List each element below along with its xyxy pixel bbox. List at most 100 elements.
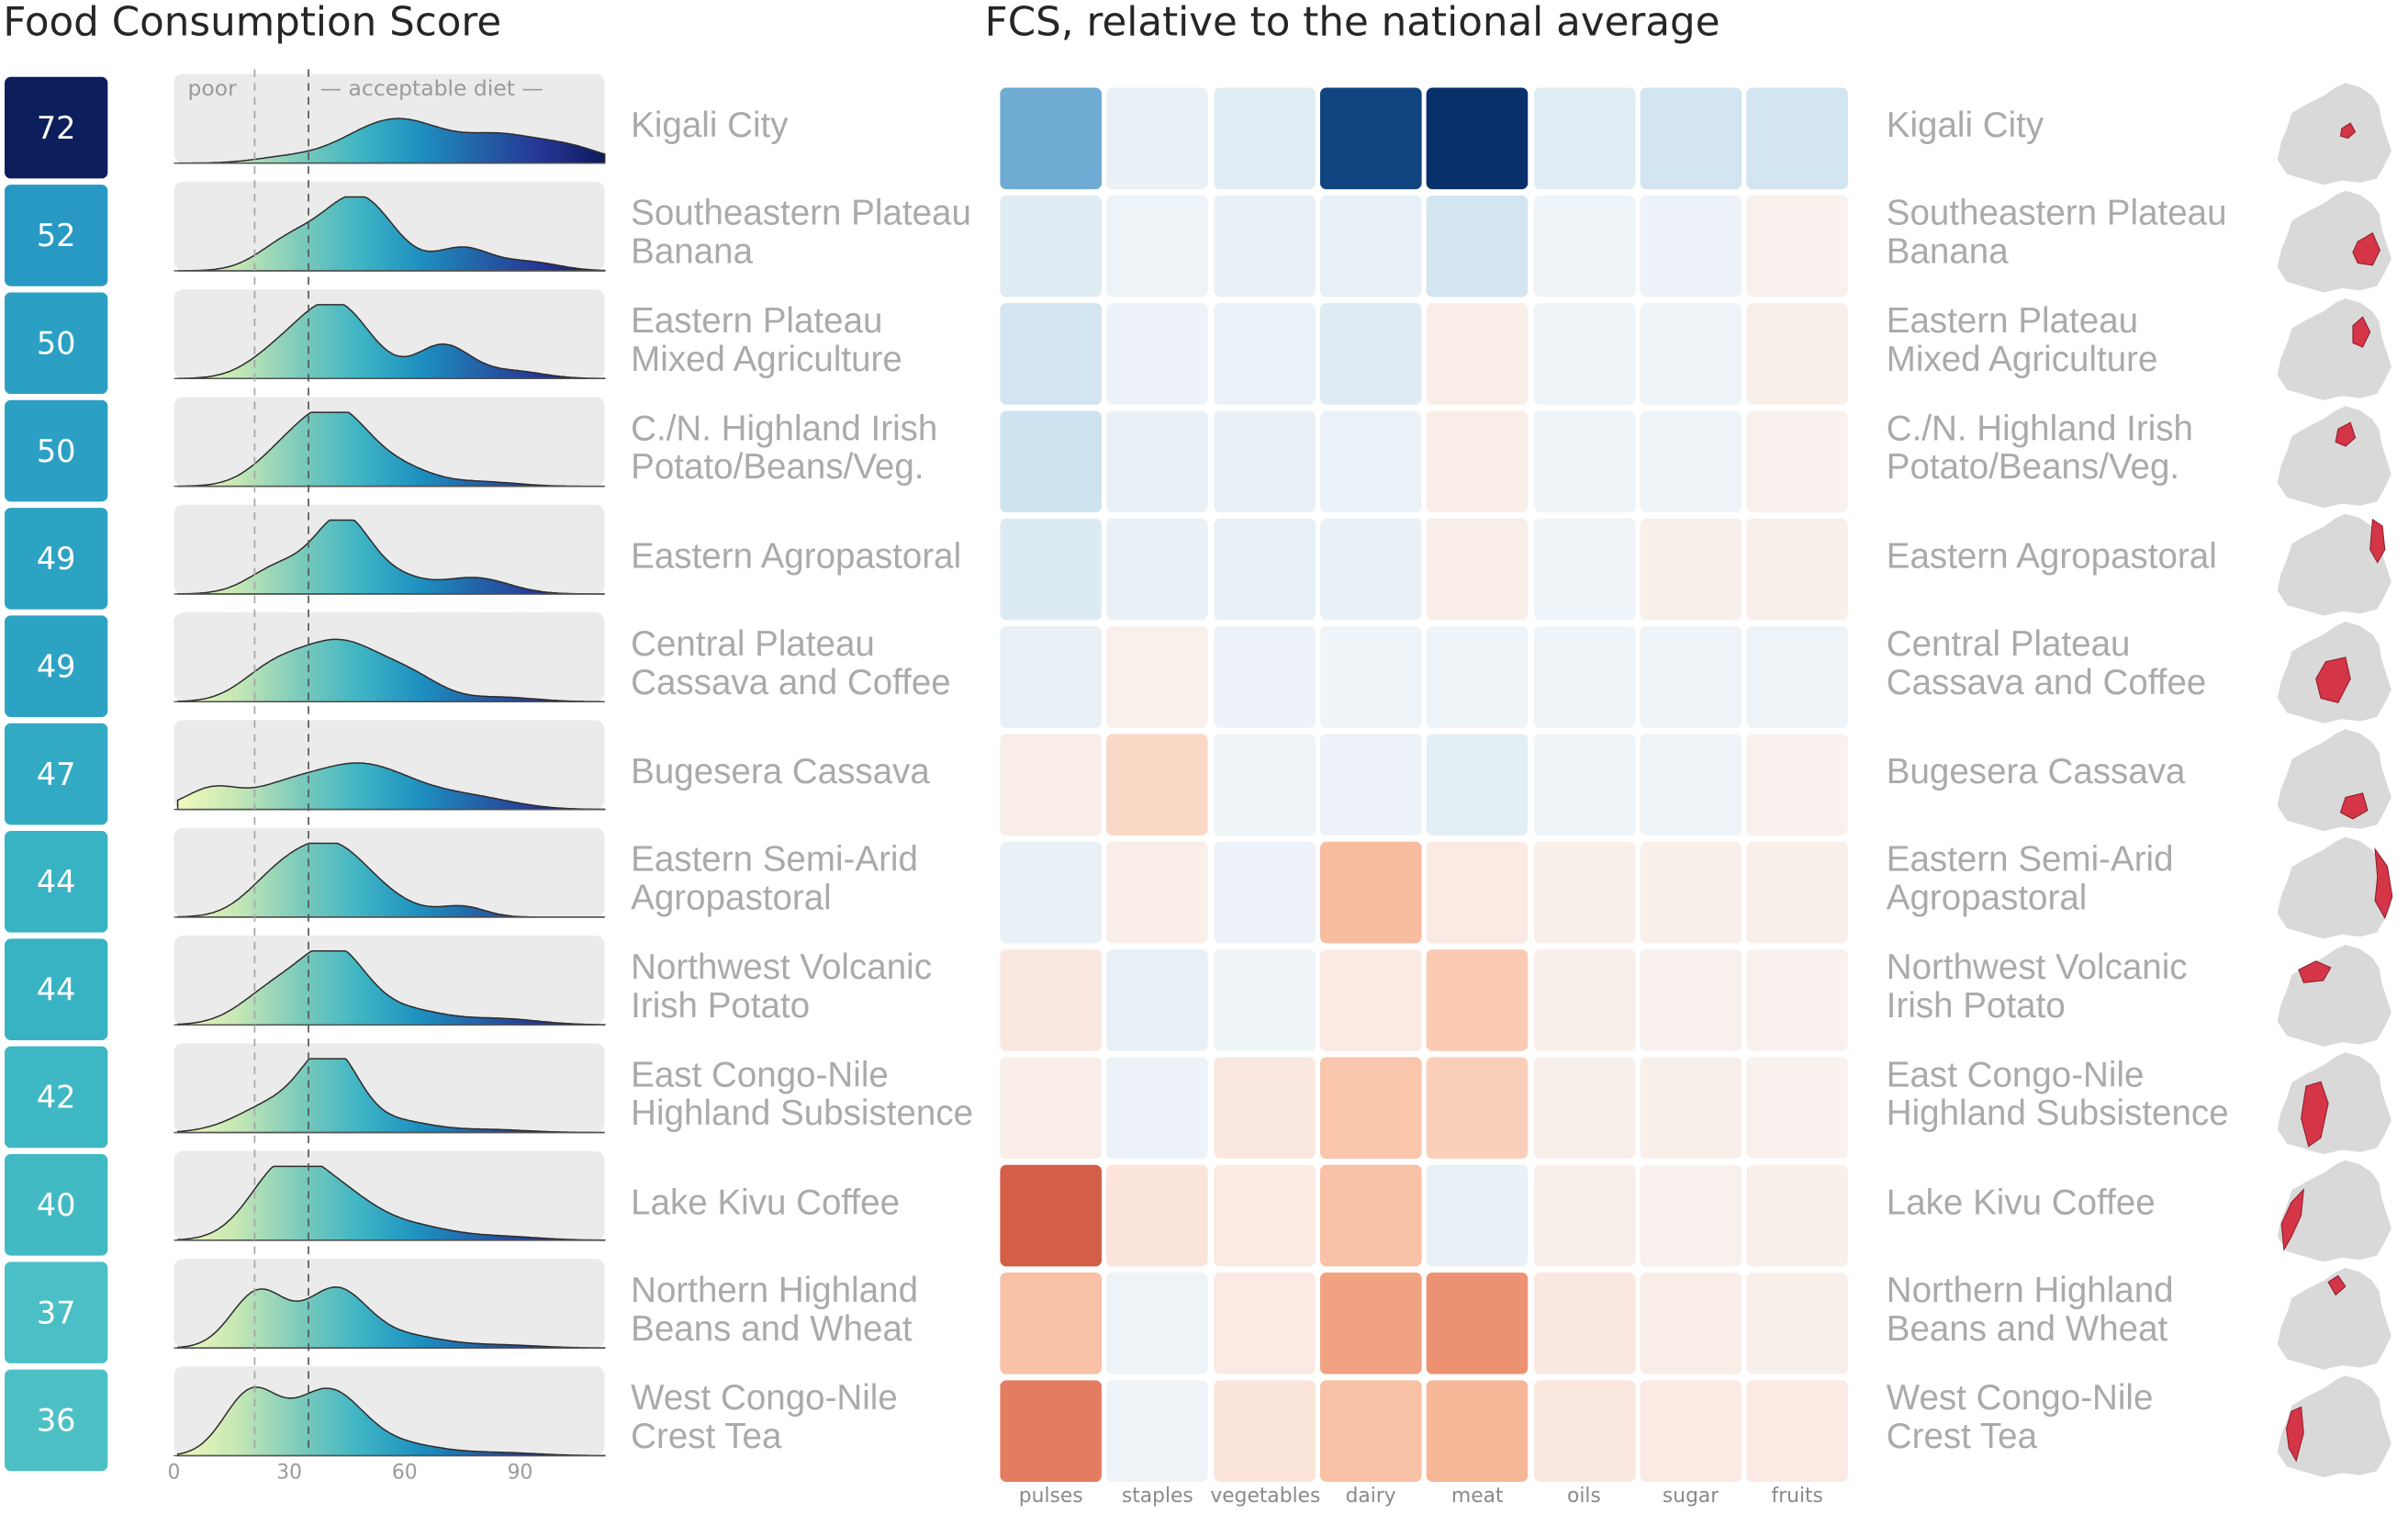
heat-cell-eastern-agropastoral-meat [1426,518,1529,621]
heat-cell-northwest-volcanic-irish-potato-fruits [1746,949,1849,1051]
heat-cell-central-plateau-cassava-and-coffee-dairy [1319,626,1422,728]
region-label-line: Eastern Agropastoral [1886,534,2217,575]
map-highlight-zone [2339,792,2369,820]
heat-cell-northwest-volcanic-irish-potato-dairy [1319,949,1422,1051]
map-outline [2275,1266,2393,1372]
region-label-line: Banana [1886,230,2009,271]
heat-cell-northwest-volcanic-irish-potato-sugar [1640,949,1742,1051]
food-label-staples: staples [1121,1485,1193,1508]
region-label-line: Cassava and Coffee [1886,661,2207,702]
map-outline [2275,1050,2393,1156]
density-ridge-east-congo-nile-highland-subsistence [176,1058,605,1134]
heat-cell-southeastern-plateau-banana-oils [1533,195,1635,297]
heat-cell-bugesera-cassava-pulses [1000,734,1103,836]
heat-cell-c-n-highland-irish-potato-beans-veg-oils [1533,410,1635,513]
heat-cell-east-congo-nile-highland-subsistence-meat [1426,1057,1529,1160]
heat-cell-eastern-semi-arid-agropastoral-vegetables [1213,841,1316,944]
right-title: FCS, relative to the national average [984,0,1720,47]
score-box-northwest-volcanic-irish-potato: 44 [5,938,108,1040]
heat-cell-kigali-city-pulses [1000,87,1103,190]
map-outline [2275,297,2393,402]
heat-cell-southeastern-plateau-banana-vegetables [1213,195,1316,297]
heat-cell-c-n-highland-irish-potato-beans-veg-meat [1426,410,1529,513]
heat-cell-northern-highland-beans-and-wheat-sugar [1640,1273,1742,1374]
density-ridge-eastern-agropastoral [176,519,605,595]
map-lake-kivu-coffee [2275,1158,2393,1264]
map-highlight-zone [2352,232,2380,266]
heat-cell-northwest-volcanic-irish-potato-vegetables [1213,949,1316,1051]
heat-cell-southeastern-plateau-banana-staples [1106,195,1209,297]
heat-cell-northern-highland-beans-and-wheat-staples [1106,1273,1209,1374]
heat-cell-southeastern-plateau-banana-meat [1426,195,1529,297]
score-box-lake-kivu-coffee: 40 [5,1154,108,1256]
heat-cell-central-plateau-cassava-and-coffee-oils [1533,626,1635,728]
heat-cell-east-congo-nile-highland-subsistence-sugar [1640,1057,1742,1160]
region-label-line: Northern Highland [1886,1269,2174,1310]
heat-cell-lake-kivu-coffee-pulses [1000,1164,1103,1267]
heat-cell-c-n-highland-irish-potato-beans-veg-vegetables [1213,410,1316,513]
heat-cell-eastern-semi-arid-agropastoral-sugar [1640,841,1742,944]
region-label-line: Southeastern Plateau [631,192,971,233]
score-box-eastern-agropastoral: 49 [5,508,108,610]
annotation-dash-right: — [514,76,543,102]
heat-cell-kigali-city-meat [1426,87,1529,190]
score-box-bugesera-cassava: 47 [5,723,108,825]
heat-cell-eastern-agropastoral-staples [1106,518,1209,621]
region-label-line: Crest Tea [631,1415,782,1456]
map-bugesera-cassava [2275,727,2393,833]
region-label-line: Kigali City [631,104,789,144]
score-box-eastern-plateau-mixed-agriculture: 50 [5,292,108,395]
heat-cell-east-congo-nile-highland-subsistence-fruits [1746,1057,1849,1160]
region-label-line: Irish Potato [1886,984,2066,1026]
region-label-line: Eastern Semi-Arid [1886,838,2174,879]
map-highlight-zone [2280,1188,2304,1251]
left-region-label-central-plateau-cassava-and-coffee: Central Plateau Cassava and Coffee [631,624,951,701]
heat-cell-c-n-highland-irish-potato-beans-veg-pulses [1000,410,1103,513]
region-label-line: Highland Subsistence [631,1092,974,1133]
region-label-line: Lake Kivu Coffee [1886,1181,2156,1221]
food-label-sugar: sugar [1662,1485,1719,1508]
density-ridge-northern-highland-beans-and-wheat [176,1286,606,1349]
heat-cell-central-plateau-cassava-and-coffee-meat [1426,626,1529,728]
heat-cell-central-plateau-cassava-and-coffee-fruits [1746,626,1849,728]
left-region-label-eastern-plateau-mixed-agriculture: Eastern Plateau Mixed Agriculture [631,301,902,378]
map-outline [2275,188,2393,295]
region-label-line: Lake Kivu Coffee [631,1181,901,1221]
left-region-label-bugesera-cassava: Bugesera Cassava [631,751,930,791]
right-region-label-northern-highland-beans-and-wheat: Northern Highland Beans and Wheat [1887,1271,2174,1348]
left-region-label-lake-kivu-coffee: Lake Kivu Coffee [631,1181,901,1221]
heat-cell-bugesera-cassava-sugar [1640,734,1742,836]
region-label-line: Southeastern Plateau [1886,192,2227,233]
map-southeastern-plateau-banana [2275,188,2393,295]
map-kigali-city [2275,81,2393,186]
heat-cell-eastern-agropastoral-pulses [1000,518,1103,621]
heat-cell-central-plateau-cassava-and-coffee-staples [1106,626,1209,728]
right-region-label-eastern-plateau-mixed-agriculture: Eastern Plateau Mixed Agriculture [1887,301,2158,378]
map-highlight-zone [2327,1274,2346,1296]
heat-cell-northern-highland-beans-and-wheat-meat [1426,1273,1529,1374]
region-label-line: Eastern Plateau [631,299,883,341]
region-label-line: East Congo-Nile [631,1054,889,1094]
heat-cell-west-congo-nile-crest-tea-vegetables [1213,1380,1316,1482]
x-tick-60: 60 [391,1462,418,1486]
region-label-line: West Congo-Nile [1886,1377,2154,1418]
heat-cell-southeastern-plateau-banana-pulses [1000,195,1103,297]
heat-cell-east-congo-nile-highland-subsistence-vegetables [1213,1057,1316,1160]
region-label-line: Agropastoral [1886,877,2088,917]
heat-cell-bugesera-cassava-staples [1106,734,1209,836]
heat-cell-kigali-city-vegetables [1213,87,1316,190]
right-region-label-eastern-agropastoral: Eastern Agropastoral [1886,534,2217,575]
left-region-label-c-n-highland-irish-potato-beans-veg: C./N. Highland Irish Potato/Beans/Veg. [631,409,937,487]
region-label-line: Highland Subsistence [1886,1092,2229,1133]
region-label-line: Banana [631,230,754,271]
heat-cell-lake-kivu-coffee-meat [1426,1164,1529,1267]
right-region-label-east-congo-nile-highland-subsistence: East Congo-Nile Highland Subsistence [1886,1055,2229,1133]
heat-cell-eastern-semi-arid-agropastoral-oils [1533,841,1635,944]
right-region-label-west-congo-nile-crest-tea: West Congo-Nile Crest Tea [1886,1377,2154,1456]
map-outline [2275,1374,2393,1479]
food-label-pulses: pulses [1018,1485,1083,1508]
density-ridge-northwest-volcanic-irish-potato [176,950,606,1026]
right-region-label-kigali-city: Kigali City [1887,105,2044,144]
heat-cell-northwest-volcanic-irish-potato-meat [1426,949,1529,1051]
heat-cell-eastern-plateau-mixed-agriculture-fruits [1746,303,1849,405]
